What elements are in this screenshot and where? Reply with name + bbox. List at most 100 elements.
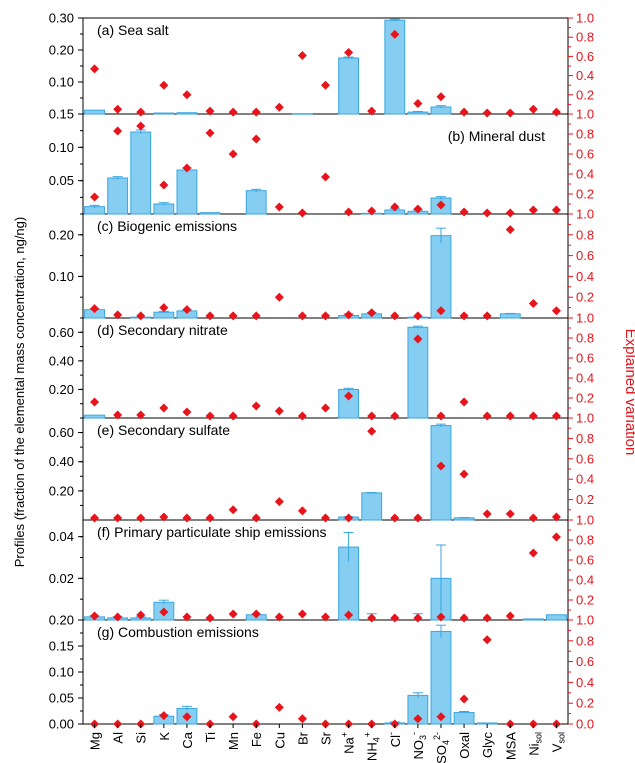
panel-title: (b) Mineral dust: [448, 128, 545, 144]
left-tick-label: 0.10: [49, 269, 74, 284]
explained-marker: [159, 711, 169, 721]
explained-marker: [528, 298, 538, 308]
category-label-cu: Cu: [272, 732, 287, 749]
explained-marker: [344, 207, 354, 217]
explained-marker: [205, 311, 215, 321]
explained-marker: [274, 406, 284, 416]
explained-marker: [90, 611, 100, 621]
explained-marker: [482, 208, 492, 218]
bar-msa: [499, 313, 521, 319]
category-label-text: V: [549, 743, 564, 752]
explained-marker: [505, 208, 515, 218]
explained-marker: [205, 613, 215, 623]
right-tick-label: 0.2: [576, 187, 594, 202]
right-tick-label: 1.0: [576, 513, 594, 528]
left-tick-label: 0.40: [49, 454, 74, 469]
explained-marker: [159, 607, 169, 617]
explained-marker: [321, 612, 330, 622]
category-label-superscript: +: [340, 732, 350, 737]
category-label-text: NH: [365, 742, 380, 761]
bar-k: [153, 203, 175, 215]
explained-marker: [551, 306, 561, 316]
explained-marker: [113, 104, 123, 114]
left-tick-label: 0.40: [49, 353, 74, 368]
explained-marker: [159, 180, 169, 190]
category-label-superscript: -: [386, 732, 396, 735]
right-tick-label: 1.0: [576, 613, 594, 628]
explained-marker: [367, 411, 377, 421]
explained-marker: [136, 410, 146, 420]
left-tick-label: 0.20: [49, 382, 74, 397]
right-tick-label: 1.0: [576, 11, 594, 26]
explained-marker: [459, 311, 469, 321]
bar-mg: [84, 109, 105, 115]
category-label-text: Ca: [180, 731, 195, 748]
right-tick-label: 0.8: [576, 30, 594, 45]
category-label-text: Si: [134, 732, 149, 744]
explained-marker: [228, 609, 238, 619]
bar-so: [430, 630, 452, 725]
right-tick-label: 1.0: [576, 207, 594, 222]
right-tick-label: 0.8: [576, 633, 594, 648]
explained-marker: [436, 411, 446, 421]
panel-f: 0.02 0.04 0.2 0.4 0.6 0.8 1.0 (f) Primary parti…: [49, 513, 594, 623]
y-axis-label-right: Explained variation: [622, 329, 635, 456]
category-label-subscript: 3: [418, 735, 428, 740]
panel-title: (c) Biogenic emissions: [97, 218, 237, 234]
right-tick-label: 0.2: [576, 87, 594, 102]
explained-marker: [551, 107, 561, 117]
y-axis-label-left: Profiles (fraction of the elemental mass…: [12, 217, 27, 567]
panel-title: (g) Combustion emissions: [97, 624, 259, 640]
right-tick-label: 0.4: [576, 269, 594, 284]
explained-marker: [413, 613, 423, 623]
right-tick-label: 0.4: [576, 167, 594, 182]
explained-marker: [297, 609, 307, 619]
explained-marker: [344, 391, 354, 401]
explained-marker: [113, 410, 123, 420]
explained-marker: [113, 612, 123, 622]
bar-fe: [245, 190, 267, 215]
category-label-fe: Fe: [249, 732, 264, 747]
explained-marker: [182, 612, 192, 622]
explained-marker: [367, 426, 377, 436]
left-tick-label: 0.04: [49, 529, 74, 544]
explained-marker: [251, 311, 261, 321]
category-label-text: Br: [295, 731, 310, 745]
category-label-oxal: Oxal: [457, 732, 472, 759]
bar-ti: [199, 212, 221, 215]
explained-marker: [274, 292, 284, 302]
explained-marker: [136, 610, 146, 620]
category-label-subscript: sol: [556, 732, 566, 744]
left-tick-label: 0.60: [49, 325, 74, 340]
explained-marker: [482, 311, 492, 321]
bar-ca: [176, 169, 198, 215]
left-tick-label: 0.60: [49, 425, 74, 440]
explained-marker: [321, 513, 330, 523]
explained-marker: [90, 64, 100, 74]
category-label-al: Al: [111, 732, 126, 744]
right-tick-label: 0.8: [576, 431, 594, 446]
explained-marker: [205, 106, 215, 116]
explained-marker: [136, 121, 146, 131]
right-tick-label: 0.2: [576, 391, 594, 406]
explained-marker: [413, 334, 423, 344]
category-label-text: Cu: [272, 732, 287, 749]
explained-marker: [436, 92, 446, 102]
left-tick-label: 0.20: [49, 483, 74, 498]
panel-a: 0.10 0.20 0.30 0.2 0.4 0.6 0.8 1.0 (a) Sea salt: [49, 11, 594, 118]
bar-si: [130, 131, 152, 215]
left-tick-label: 0.10: [49, 665, 74, 680]
explained-marker: [482, 613, 492, 623]
right-tick-label: 0.6: [576, 351, 594, 366]
explained-marker: [459, 613, 469, 623]
explained-marker: [459, 469, 469, 479]
category-label-k: K: [157, 732, 172, 741]
left-tick-label: 0.15: [49, 107, 74, 122]
explained-marker: [390, 311, 400, 321]
right-tick-label: 0.6: [576, 49, 594, 64]
category-label-mn: Mn: [226, 732, 241, 750]
explained-marker: [182, 90, 192, 100]
left-tick-label: 0.15: [49, 639, 74, 654]
category-label-text: MSA: [503, 732, 518, 761]
right-tick-label: 0.8: [576, 127, 594, 142]
